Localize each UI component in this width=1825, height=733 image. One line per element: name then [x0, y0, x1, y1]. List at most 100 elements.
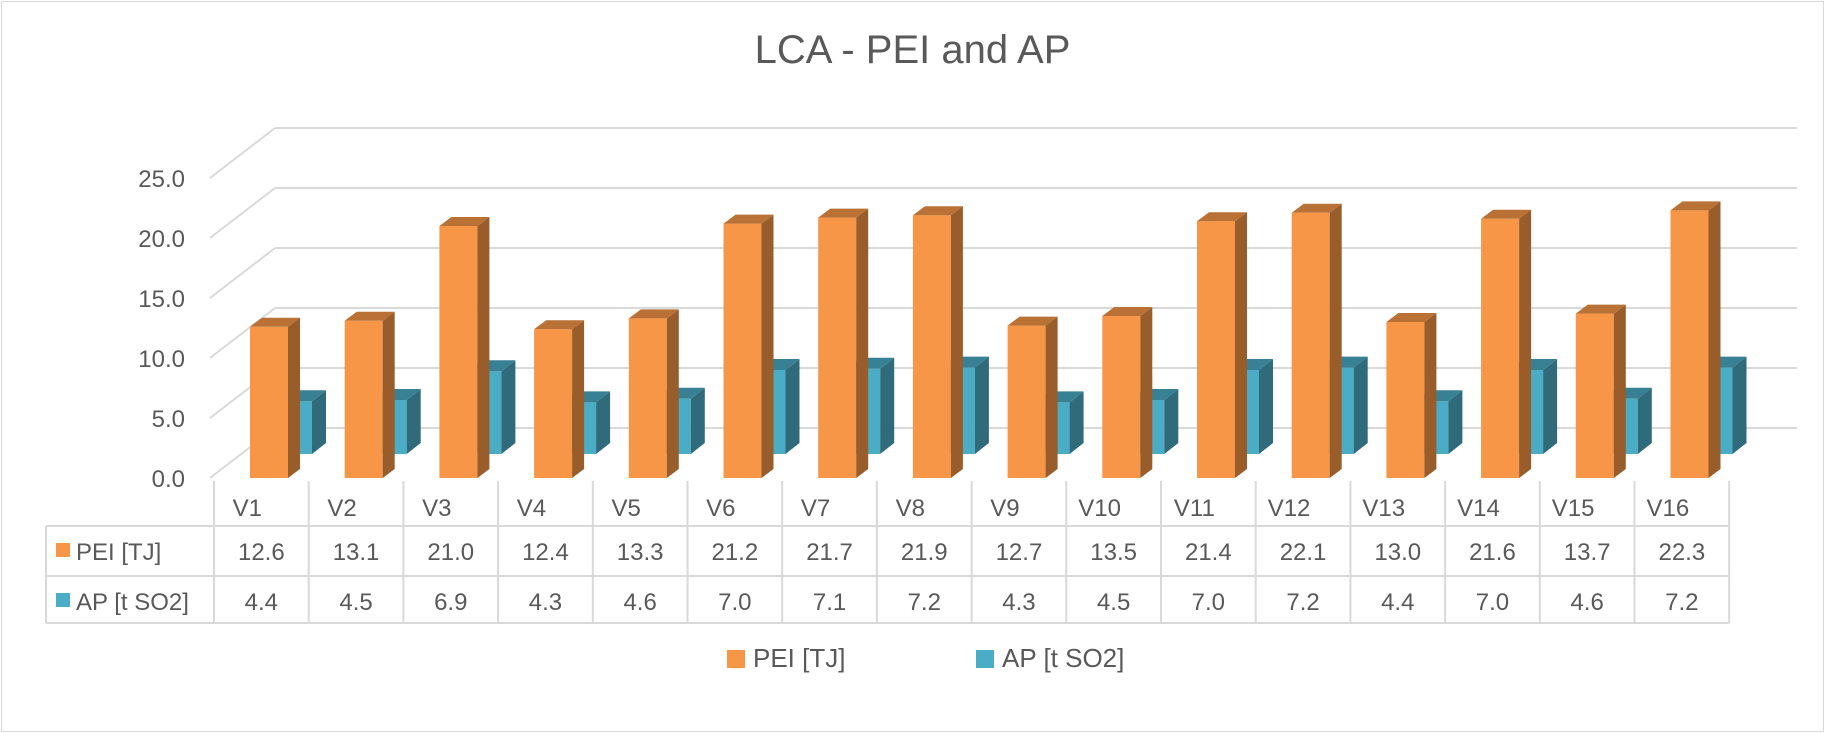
- bar-ap-side: [785, 359, 800, 454]
- data-label: 22.3: [1658, 539, 1705, 566]
- bar-pei-front: [344, 320, 383, 478]
- data-label: 4.5: [339, 589, 372, 616]
- bar-pei-front: [1291, 212, 1330, 479]
- bar-pei-top: [1007, 316, 1058, 326]
- category-label: V4: [517, 495, 546, 522]
- bar-pei-top: [1102, 307, 1153, 316]
- legend-key-icon: [56, 593, 70, 607]
- category-label: V14: [1457, 495, 1500, 522]
- bar-pei-top: [534, 320, 585, 330]
- bar-pei-side: [1708, 201, 1721, 478]
- data-label: 4.6: [623, 589, 656, 616]
- data-label: 4.3: [529, 589, 562, 616]
- legend-key-icon: [56, 543, 70, 557]
- bar-pei-side: [382, 311, 395, 478]
- bar-ap-side: [406, 389, 421, 454]
- bar-pei-top: [1481, 209, 1532, 219]
- bar-pei-front: [1481, 218, 1520, 479]
- bar-pei-front: [628, 318, 667, 478]
- category-label: V6: [706, 495, 735, 522]
- category-label: V13: [1362, 495, 1405, 522]
- bar-pei-top: [1386, 313, 1437, 322]
- data-label: 7.0: [1476, 589, 1509, 616]
- gridline-side: [209, 307, 276, 359]
- data-label: 7.2: [908, 589, 941, 616]
- gridline-side: [209, 187, 276, 239]
- bar-pei: [1670, 201, 1721, 478]
- data-label: 4.6: [1570, 589, 1603, 616]
- y-tick-label: 25.0: [138, 166, 185, 193]
- bar-ap-side: [1069, 391, 1084, 454]
- bar-pei-side: [950, 206, 963, 478]
- bar-ap-side: [1259, 359, 1273, 454]
- bar-ap-side: [1637, 387, 1652, 454]
- data-label: 7.1: [813, 589, 846, 616]
- bar-pei-front: [250, 326, 288, 478]
- bar-pei-side: [666, 309, 679, 478]
- bar-pei-top: [1291, 203, 1342, 213]
- bar-pei-top: [1670, 201, 1721, 211]
- bar-pei-top: [628, 309, 679, 319]
- bar-pei: [250, 317, 300, 478]
- data-label: 13.7: [1564, 539, 1611, 566]
- data-label: 12.7: [996, 539, 1043, 566]
- legend-label: PEI [TJ]: [753, 643, 845, 673]
- bar-pei: [912, 206, 963, 478]
- data-label: 7.2: [1665, 589, 1698, 616]
- bar-pei: [1481, 209, 1532, 479]
- bar-ap-side: [974, 356, 989, 454]
- data-label: 21.6: [1469, 539, 1516, 566]
- data-label: 7.2: [1286, 589, 1319, 616]
- data-label: 21.9: [901, 539, 948, 566]
- y-axis-ticks: 0.0 5.0 10.0 15.0 20.0 25.0: [138, 166, 185, 493]
- legend-swatch-icon: [976, 650, 994, 668]
- data-label: 21.0: [427, 539, 474, 566]
- bar-pei-side: [1519, 209, 1532, 479]
- bar-pei: [1386, 313, 1437, 478]
- y-tick-label: 0.0: [152, 466, 185, 493]
- bar-pei-front: [1197, 221, 1235, 478]
- category-label: V15: [1552, 495, 1595, 522]
- bar-ap-side: [1448, 390, 1463, 454]
- category-label: V3: [422, 495, 451, 522]
- legend-swatch-icon: [727, 650, 745, 668]
- bar-pei-side: [1235, 212, 1247, 478]
- bar-pei-side: [761, 214, 774, 478]
- bar-pei-front: [723, 223, 762, 478]
- data-label: 13.3: [617, 539, 664, 566]
- bar-pei-front: [534, 329, 573, 478]
- data-label: 12.6: [238, 539, 285, 566]
- bar-pei-top: [250, 317, 300, 327]
- category-label: V12: [1268, 495, 1311, 522]
- bar-pei-front: [912, 215, 951, 478]
- bar-pei-side: [288, 317, 300, 478]
- data-label: 21.4: [1185, 539, 1232, 566]
- data-label: 4.5: [1097, 589, 1130, 616]
- data-table: V1 V2 V3 V4 V5 V6 V7 V8 V9 V10 V11 V12 V13 V14 V15 V16 P…: [45, 481, 1731, 624]
- bar-ap-side: [501, 360, 516, 454]
- bar-ap-side: [1164, 389, 1179, 454]
- bar-pei-top: [912, 206, 963, 216]
- bar-pei-front: [439, 226, 478, 478]
- data-label: 21.7: [806, 539, 853, 566]
- gridline-side: [209, 247, 276, 299]
- category-label: V1: [233, 495, 262, 522]
- bar-ap-side: [690, 387, 705, 454]
- data-label: 6.9: [434, 589, 467, 616]
- bar-pei-front: [1102, 316, 1141, 478]
- data-label: 21.2: [711, 539, 758, 566]
- bar-pei-top: [723, 214, 774, 224]
- bar-pei-front: [1386, 322, 1425, 478]
- data-label: 13.0: [1374, 539, 1421, 566]
- category-label: V10: [1078, 495, 1121, 522]
- category-label: V5: [611, 495, 640, 522]
- bar-ap-side: [1732, 356, 1747, 454]
- data-label: 7.0: [1192, 589, 1225, 616]
- bar-pei: [818, 208, 869, 478]
- bar-pei-front: [1670, 210, 1709, 478]
- bar-pei-front: [1575, 313, 1614, 478]
- bar-pei: [628, 309, 679, 478]
- bar-pei: [534, 320, 585, 478]
- bar-pei: [1575, 304, 1626, 478]
